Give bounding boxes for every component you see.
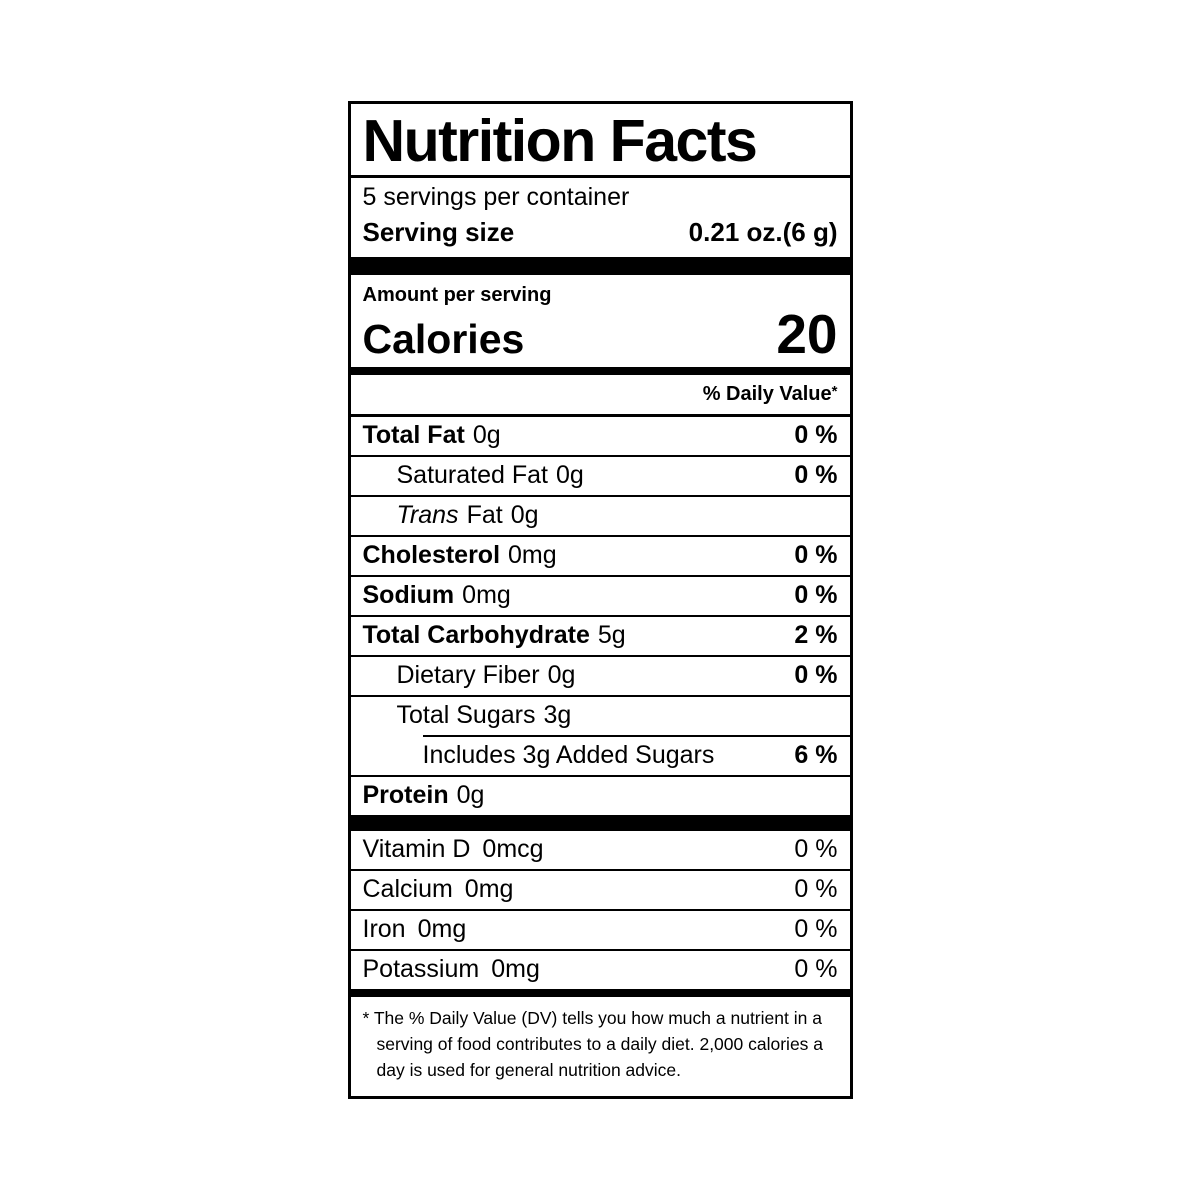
micronutrient-row-calcium: Calcium 0mg 0 % — [350, 871, 850, 911]
servings-per-container: 5 servings per container — [362, 182, 630, 211]
micronutrient-row-potassium: Potassium 0mg 0 % — [362, 955, 838, 984]
thick-bar-top — [350, 256, 850, 275]
daily-value-asterisk: * — [831, 382, 838, 400]
nutrient-row-cholesterol: Cholesterol 0mg 0 % — [350, 537, 850, 577]
nutrient-row-total-carbohydrate: Total Carbohydrate 5g 2 % — [350, 617, 850, 657]
serving-size-row: Serving size 0.21 oz.(6 g) — [351, 212, 850, 257]
calories-label: Calories — [362, 315, 525, 362]
nutrient-row-total-fat: Total Fat 0g 0 % — [350, 417, 850, 457]
calories-value: 20 — [776, 302, 838, 365]
calories-row: Calories 20 — [351, 302, 850, 367]
amount-per-serving-label: Amount per serving — [362, 283, 552, 306]
nutrition-facts-label: Nutrition Facts 5 servings per container… — [347, 101, 853, 1099]
nutrient-row-total-sugars: Total Sugars 3g — [396, 701, 572, 730]
added-sugars-indented-divider — [422, 734, 850, 737]
daily-value-divider — [350, 413, 850, 417]
label-title: Nutrition Facts — [362, 108, 758, 175]
nutrient-row-sodium: Sodium 0mg 0 % — [350, 577, 850, 617]
footnote-divider-bar — [350, 988, 850, 997]
title-divider — [350, 174, 850, 178]
nutrient-row-trans-fat: Trans Fat 0g — [350, 497, 850, 537]
calories-divider-bar — [350, 366, 850, 375]
nutrient-row-added-sugars: Includes 3g Added Sugars 6 % — [350, 737, 850, 777]
nutrient-row-saturated-fat: Saturated Fat 0g 0 % — [350, 457, 850, 497]
daily-value-header: % Daily Value* — [702, 382, 838, 405]
thick-bar-protein — [350, 814, 850, 831]
daily-value-footnote: * The % Daily Value (DV) tells you how m… — [362, 1007, 824, 1081]
serving-size-value: 0.21 oz.(6 g) — [688, 216, 838, 247]
nutrient-row-protein: Protein 0g — [362, 781, 485, 810]
micronutrient-row-iron: Iron 0mg 0 % — [350, 911, 850, 951]
micronutrient-row-vitamin-d: Vitamin D 0mcg 0 % — [350, 831, 850, 871]
nutrient-row-dietary-fiber: Dietary Fiber 0g 0 % — [350, 657, 850, 697]
serving-size-label: Serving size — [362, 216, 515, 247]
